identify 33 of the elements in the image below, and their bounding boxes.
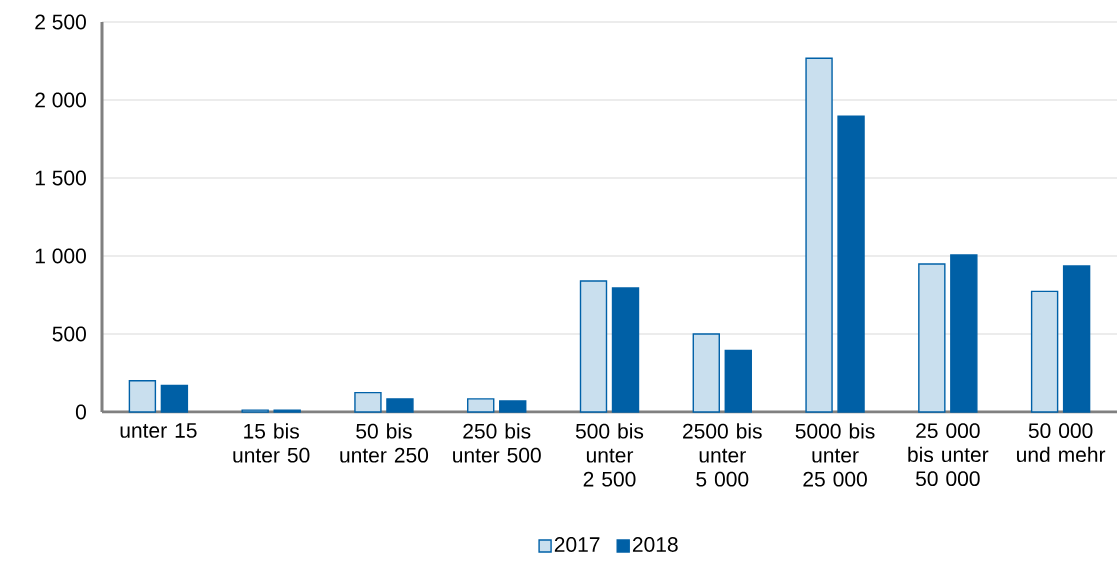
bar	[611, 287, 640, 413]
x-tick-label: unter 15	[120, 423, 197, 438]
legend-label: 2017	[554, 537, 600, 552]
x-tick-label: 500 bis unter 2 500	[575, 423, 644, 487]
bar	[579, 280, 608, 413]
bar	[128, 380, 157, 413]
x-tick-label: 25 000 bis unter 50 000	[908, 423, 989, 487]
y-tick-label: 2 500	[35, 14, 86, 30]
bar	[692, 333, 720, 413]
bar	[499, 400, 527, 413]
bar	[724, 349, 752, 413]
bar	[950, 254, 978, 413]
x-tick-label: 5000 bis unter 25 000	[795, 423, 875, 487]
x-tick-label: 50 bis unter 250	[340, 423, 429, 463]
bar	[837, 115, 865, 413]
y-tick-label: 1 000	[35, 248, 86, 264]
y-tick-label: 500	[52, 326, 86, 342]
bar	[918, 263, 946, 413]
bar	[1062, 265, 1091, 413]
bar	[354, 391, 382, 413]
bar	[467, 398, 495, 413]
bar	[160, 384, 189, 413]
legend-label: 2018	[632, 537, 678, 552]
x-tick-label: 50 000 und mehr	[1017, 423, 1106, 463]
bar	[386, 398, 414, 413]
bar	[1030, 290, 1059, 413]
bar	[805, 57, 833, 413]
y-tick-label: 1 500	[35, 170, 86, 186]
x-tick-label: 15 bis unter 50	[233, 423, 310, 463]
y-tick-label: 0	[75, 404, 86, 420]
x-tick-label: 250 bis unter 500	[453, 423, 541, 463]
y-tick-label: 2 000	[35, 92, 86, 108]
x-tick-label: 2500 bis unter 5 000	[683, 423, 762, 487]
